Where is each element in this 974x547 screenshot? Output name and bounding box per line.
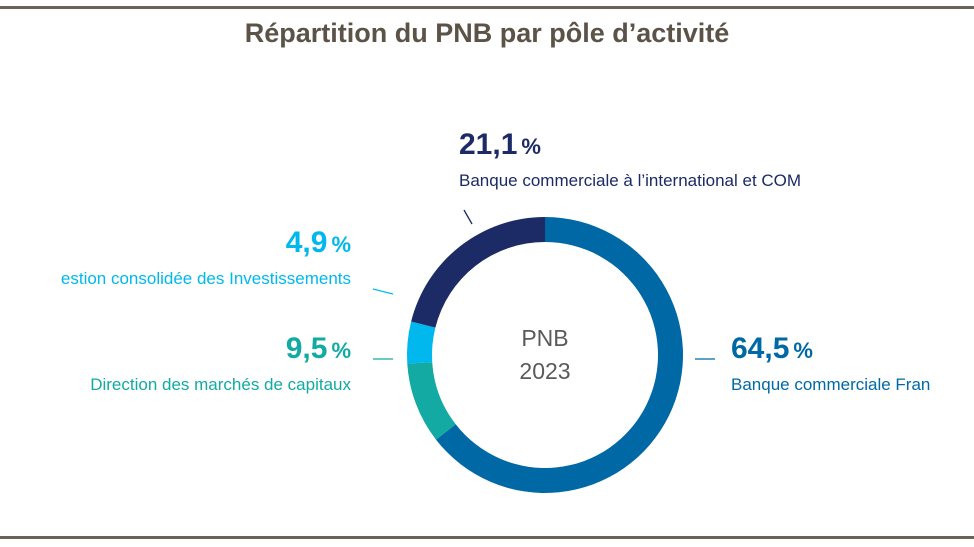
top-rule <box>0 6 974 9</box>
value-label-dmc: 9,5% <box>285 332 351 365</box>
value-label-bci: 21,1% <box>459 128 541 161</box>
slice-gci <box>407 321 436 364</box>
leader-line-gci <box>372 288 394 295</box>
label-gci: 4,9% estion consolidée des Investissemen… <box>61 226 351 290</box>
donut-center-label: PNB 2023 <box>485 322 605 388</box>
label-bci: 21,1% Banque commerciale à l’internation… <box>459 128 801 192</box>
category-label-dmc: Direction des marchés de capitaux <box>90 375 351 394</box>
bottom-rule <box>0 536 974 539</box>
slice-dmc <box>407 362 456 440</box>
label-dmc: 9,5% Direction des marchés de capitaux <box>90 332 351 396</box>
category-label-bci: Banque commerciale à l’international et … <box>459 171 802 190</box>
slice-bci <box>411 217 545 328</box>
center-label-line-1: PNB <box>521 325 569 351</box>
label-bcf: 64,5% Banque commerciale Fran <box>731 332 930 396</box>
center-label-line-2: 2023 <box>519 358 571 384</box>
chart-title: Répartition du PNB par pôle d’activité <box>244 18 730 48</box>
category-label-bcf: Banque commerciale Fran <box>731 375 931 394</box>
category-label-gci: estion consolidée des Investissements <box>60 269 351 288</box>
leader-line-bci <box>463 209 473 225</box>
value-label-gci: 4,9% <box>285 226 351 259</box>
value-label-bcf: 64,5% <box>731 332 813 365</box>
